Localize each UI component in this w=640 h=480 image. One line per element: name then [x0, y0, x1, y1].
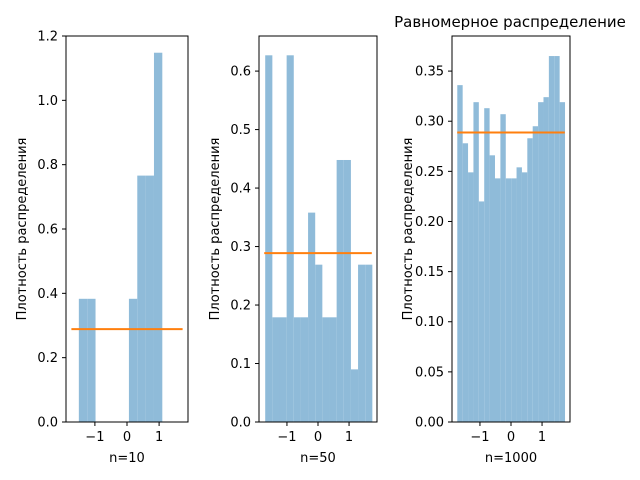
y-tick-label: 0.25	[415, 165, 444, 180]
histogram-bar	[554, 56, 560, 423]
x-axis-label: n=10	[109, 451, 145, 466]
histogram-bar	[329, 317, 337, 422]
x-tick-label: 1	[155, 430, 163, 445]
histogram-bar	[511, 178, 517, 422]
histogram-bar	[468, 172, 474, 422]
y-tick-label: 0.4	[230, 182, 251, 197]
y-axis-label: Плотность распределения	[208, 138, 223, 321]
histogram-bar	[272, 317, 280, 422]
y-tick-label: 0.6	[37, 223, 58, 238]
x-tick-label: 0	[123, 430, 131, 445]
subplot-2: −1 0 1 0.0 0.1 0.2 0.3 0.4 0.5 0.6 n=50 Плотность р…	[208, 35, 378, 466]
histogram-bar	[350, 369, 359, 422]
y-tick-label: 0.8	[37, 158, 58, 173]
y-tick-label: 0.2	[37, 351, 58, 366]
y-tick-label: 0.4	[37, 287, 58, 302]
histogram-bar	[462, 143, 469, 422]
histogram-bar	[365, 264, 373, 422]
y-tick-label: 0.0	[37, 416, 58, 431]
histogram-bar	[265, 55, 273, 423]
subplot-1: −1 0 1 0.0 0.2 0.4 0.6 0.8 1.0 1.2 n=10 Плотность р…	[15, 30, 189, 466]
histogram-bar	[343, 159, 351, 422]
figure-title: Равномерное распределение	[394, 13, 626, 31]
histogram-bar	[500, 114, 506, 422]
y-tick-label: 0.1	[230, 357, 251, 372]
x-tick-label: 1	[538, 430, 546, 445]
y-axis-label: Плотность распределения	[401, 138, 416, 321]
y-tick-label: 1.2	[37, 30, 58, 45]
x-axis-label: n=1000	[485, 451, 537, 466]
y-tick-label: 0.15	[415, 265, 444, 280]
histogram-bar	[532, 126, 539, 422]
y-tick-label: 0.0	[230, 416, 251, 431]
y-axis-label: Плотность распределения	[15, 138, 30, 321]
histogram-bar	[473, 102, 479, 423]
y-tick-label: 0.30	[415, 115, 444, 130]
histogram-bar	[494, 178, 501, 422]
y-tick-label: 0.00	[415, 416, 444, 431]
histogram-bar	[538, 102, 544, 423]
histogram-bar	[300, 317, 309, 422]
x-axis-label: n=50	[300, 451, 336, 466]
histogram-bar	[543, 97, 549, 422]
histogram-bar	[521, 172, 528, 422]
histogram-bar	[505, 178, 512, 422]
histogram-bar	[308, 212, 316, 422]
y-tick-label: 0.5	[230, 123, 251, 138]
x-tick-label: −1	[85, 430, 104, 445]
subplots-group: −1 0 1 0.0 0.2 0.4 0.6 0.8 1.0 1.2 n=10 Плотность р…	[15, 30, 571, 466]
x-tick-label: −1	[470, 430, 489, 445]
histogram-bar	[516, 167, 522, 422]
histogram-bar	[78, 298, 88, 422]
histogram-bar	[484, 108, 490, 422]
histogram-bar	[527, 138, 533, 422]
y-tick-label: 1.0	[37, 94, 58, 109]
y-tick-label: 0.05	[415, 365, 444, 380]
histogram-bar	[286, 55, 294, 423]
histogram-bar	[128, 298, 138, 422]
histogram-bar	[293, 317, 301, 422]
histogram-bar	[153, 52, 163, 423]
histogram-bar	[336, 159, 344, 422]
y-tick-label: 0.35	[415, 65, 444, 80]
y-tick-label: 0.6	[230, 65, 251, 80]
histogram-bar	[315, 264, 323, 422]
x-tick-label: 0	[507, 430, 515, 445]
histogram-bar	[559, 102, 566, 423]
y-tick-label: 0.2	[230, 299, 251, 314]
subplot-3: −1 0 1 0.00 0.05 0.10 0.15 0.20 0.25 0.30 0.35 n=10…	[401, 35, 571, 466]
histogram-bar	[137, 175, 146, 422]
histogram-bar	[478, 201, 485, 422]
x-tick-label: −1	[277, 430, 296, 445]
x-tick-label: 0	[314, 430, 322, 445]
histogram-bar	[489, 155, 495, 423]
histogram-bar	[87, 298, 96, 422]
histogram-bar	[145, 175, 154, 422]
y-tick-label: 0.20	[415, 215, 444, 230]
histogram-bar	[279, 317, 287, 422]
y-tick-label: 0.10	[415, 315, 444, 330]
histogram-bar	[548, 56, 555, 423]
histogram-bar	[457, 85, 463, 423]
histogram-bar	[358, 264, 366, 422]
x-tick-label: 1	[345, 430, 353, 445]
y-tick-label: 0.3	[230, 240, 251, 255]
histogram-bar	[322, 317, 330, 422]
